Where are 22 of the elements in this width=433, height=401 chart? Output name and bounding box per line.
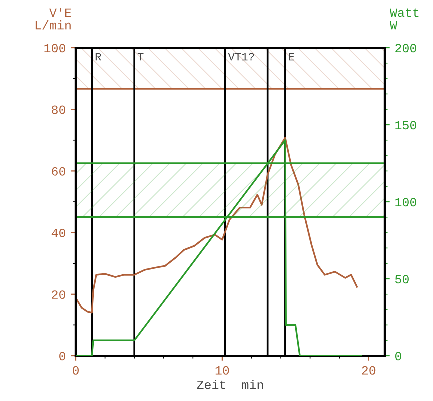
x-axis-title: Zeit min	[197, 380, 264, 390]
y2-axis-title: Watt W	[390, 8, 419, 30]
y2-tick-label: 200	[396, 44, 416, 53]
y-axis-title: V'E L/min	[36, 8, 72, 30]
y-tick-label: 60	[52, 167, 66, 176]
x-tick-label: 10	[216, 366, 230, 375]
ref-line-label: VT1?	[228, 53, 254, 61]
y-tick-label: 100	[44, 44, 66, 53]
y2-tick-label: 0	[395, 352, 402, 361]
line-series	[76, 137, 358, 314]
y-tick-label: 40	[52, 228, 66, 238]
y-tick-label: 80	[52, 106, 66, 114]
y2-tick-label: 100	[396, 198, 416, 207]
ref-line-label: E	[289, 53, 294, 61]
y2-tick-label: 150	[396, 121, 416, 130]
y-tick-label: 20	[52, 290, 66, 300]
y-tick-label: 0	[60, 352, 66, 361]
ref-line-label: R	[96, 53, 102, 61]
y2-tick-label: 50	[396, 275, 409, 284]
ref-line-label: T	[138, 53, 144, 61]
x-tick-label: 0	[73, 366, 79, 375]
x-tick-label: 20	[362, 366, 376, 375]
